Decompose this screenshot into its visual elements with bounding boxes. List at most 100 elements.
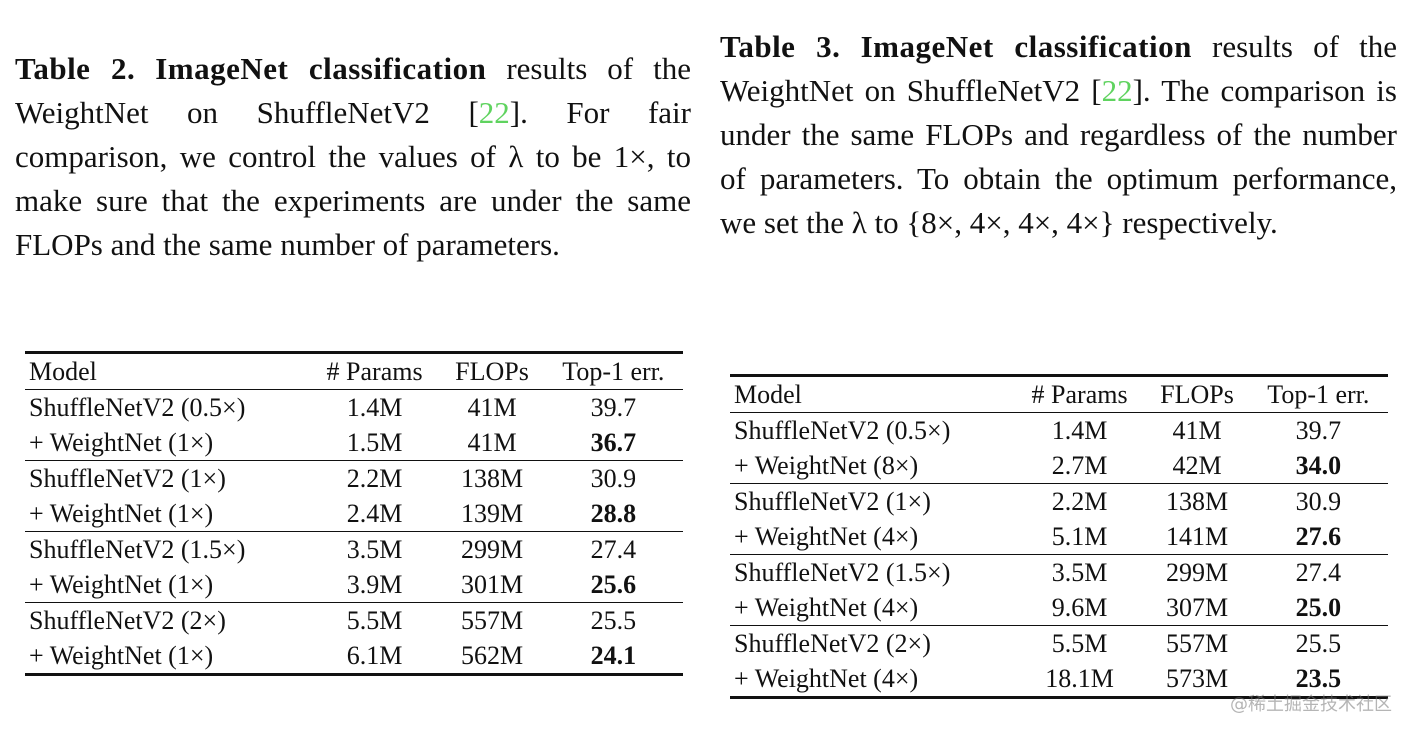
table-cell: + WeightNet (1×): [29, 640, 214, 670]
results-table: Model # Params FLOPs Top-1 err. ShuffleNetV2…: [730, 374, 1388, 699]
table-caption: Table 3. ImageNet classification results…: [720, 25, 1397, 245]
header-row: Model # Params FLOPs Top-1 err.: [25, 352, 683, 390]
table-row: ShuffleNetV2 (0.5×) 1.4M 41M 39.7: [25, 390, 683, 426]
table-cell: + WeightNet (1×): [29, 498, 214, 528]
column-header: Top-1 err.: [562, 356, 665, 386]
caption-label: Table 3.: [720, 29, 841, 64]
table-cell: ShuffleNetV2 (1×): [29, 463, 226, 493]
caption-text: results of the WeightNet on ShuffleNetV2…: [15, 51, 691, 130]
column-header: Model: [734, 379, 802, 409]
table-cell: 27.4: [1295, 557, 1342, 587]
table-cell: 41M: [467, 427, 517, 457]
table-cell: 23.5: [1295, 663, 1342, 693]
caption-title: ImageNet classification: [155, 51, 487, 86]
table-cell: + WeightNet (4×): [734, 592, 919, 622]
table-cell: 27.6: [1295, 521, 1342, 551]
table-cell: 301M: [460, 569, 524, 599]
table-row: ShuffleNetV2 (0.5×) 1.4M 41M 39.7: [730, 413, 1388, 449]
table-cell: 5.1M: [1051, 521, 1108, 551]
table-cell: 3.9M: [346, 569, 403, 599]
table-cell: 25.0: [1295, 592, 1342, 622]
table-cell: + WeightNet (4×): [734, 521, 919, 551]
table-cell: 24.1: [590, 640, 637, 670]
column-header: Top-1 err.: [1267, 379, 1370, 409]
table-body: ShuffleNetV2 (0.5×) 1.4M 41M 39.7 + WeightNe…: [25, 390, 683, 675]
table-cell: 2.7M: [1051, 450, 1108, 480]
table-cell: + WeightNet (1×): [29, 427, 214, 457]
table-cell: 30.9: [590, 463, 637, 493]
table-cell: ShuffleNetV2 (2×): [734, 628, 931, 658]
table-cell: 2.2M: [346, 463, 403, 493]
table-cell: 27.4: [590, 534, 637, 564]
table-cell: 1.4M: [1051, 415, 1108, 445]
column-header: FLOPs: [1160, 379, 1234, 409]
citation[interactable]: 22: [478, 95, 510, 130]
table-body: ShuffleNetV2 (0.5×) 1.4M 41M 39.7 + WeightNe…: [730, 413, 1388, 698]
table-cell: 9.6M: [1051, 592, 1108, 622]
table-cell: ShuffleNetV2 (1.5×): [734, 557, 951, 587]
table-cell: 138M: [460, 463, 524, 493]
table-cell: 1.4M: [346, 392, 403, 422]
table-row: ShuffleNetV2 (2×) 5.5M 557M 25.5: [730, 626, 1388, 662]
table-cell: + WeightNet (1×): [29, 569, 214, 599]
table-cell: 141M: [1165, 521, 1229, 551]
header-row: Model # Params FLOPs Top-1 err.: [730, 375, 1388, 413]
results-table: Model # Params FLOPs Top-1 err. ShuffleNetV2…: [25, 351, 683, 676]
table-row: + WeightNet (1×) 3.9M 301M 25.6: [25, 567, 683, 603]
table-cell: 3.5M: [346, 534, 403, 564]
table-cell: 2.2M: [1051, 486, 1108, 516]
citation[interactable]: 22: [1101, 73, 1133, 108]
caption-text: ]. The comparison is under the same FLOP…: [720, 73, 1397, 240]
table-cell: 299M: [460, 534, 524, 564]
table-cell: 1.5M: [346, 427, 403, 457]
table-cell: 25.5: [1295, 628, 1342, 658]
table-cell: ShuffleNetV2 (2×): [29, 605, 226, 635]
table-caption: Table 2. ImageNet classification results…: [15, 47, 691, 267]
table-row: + WeightNet (1×) 6.1M 562M 24.1: [25, 638, 683, 675]
table-cell: 5.5M: [1051, 628, 1108, 658]
table-row: + WeightNet (8×) 2.7M 42M 34.0: [730, 448, 1388, 484]
caption-text: results of the WeightNet on ShuffleNetV2…: [720, 29, 1398, 108]
table-header: Model # Params FLOPs Top-1 err.: [730, 375, 1388, 413]
table-cell: 25.5: [590, 605, 637, 635]
table-cell: 562M: [460, 640, 524, 670]
table-cell: 573M: [1165, 663, 1229, 693]
table-cell: ShuffleNetV2 (1.5×): [29, 534, 246, 564]
table-cell: 36.7: [590, 427, 637, 457]
column-header: FLOPs: [455, 356, 529, 386]
table-cell: ShuffleNetV2 (1×): [734, 486, 931, 516]
table-cell: 39.7: [1295, 415, 1342, 445]
table-cell: 307M: [1165, 592, 1229, 622]
table-row: + WeightNet (1×) 2.4M 139M 28.8: [25, 496, 683, 532]
table-row: ShuffleNetV2 (1.5×) 3.5M 299M 27.4: [25, 532, 683, 568]
table-row: + WeightNet (4×) 5.1M 141M 27.6: [730, 519, 1388, 555]
table-cell: 18.1M: [1045, 663, 1114, 693]
table-row: + WeightNet (1×) 1.5M 41M 36.7: [25, 425, 683, 461]
table-row: + WeightNet (4×) 18.1M 573M 23.5: [730, 661, 1388, 698]
watermark: @稀土掘金技术社区: [1230, 694, 1392, 715]
table-cell: 41M: [467, 392, 517, 422]
table-cell: 139M: [460, 498, 524, 528]
table-cell: ShuffleNetV2 (0.5×): [734, 415, 951, 445]
table-row: ShuffleNetV2 (1×) 2.2M 138M 30.9: [25, 461, 683, 497]
table-cell: ShuffleNetV2 (0.5×): [29, 392, 246, 422]
table-cell: 6.1M: [346, 640, 403, 670]
table-cell: 557M: [460, 605, 524, 635]
table-cell: 5.5M: [346, 605, 403, 635]
table-cell: 3.5M: [1051, 557, 1108, 587]
table-cell: 34.0: [1295, 450, 1342, 480]
caption-title: ImageNet classification: [860, 29, 1192, 64]
table-row: ShuffleNetV2 (1.5×) 3.5M 299M 27.4: [730, 555, 1388, 591]
table-cell: 39.7: [590, 392, 637, 422]
table-cell: 138M: [1165, 486, 1229, 516]
table-row: ShuffleNetV2 (1×) 2.2M 138M 30.9: [730, 484, 1388, 520]
table-cell: 25.6: [590, 569, 637, 599]
column-header: # Params: [1031, 379, 1128, 409]
table-cell: 41M: [1172, 415, 1222, 445]
table-row: + WeightNet (4×) 9.6M 307M 25.0: [730, 590, 1388, 626]
table-cell: 557M: [1165, 628, 1229, 658]
table-cell: 299M: [1165, 557, 1229, 587]
column-header: Model: [29, 356, 97, 386]
table-cell: 28.8: [590, 498, 637, 528]
